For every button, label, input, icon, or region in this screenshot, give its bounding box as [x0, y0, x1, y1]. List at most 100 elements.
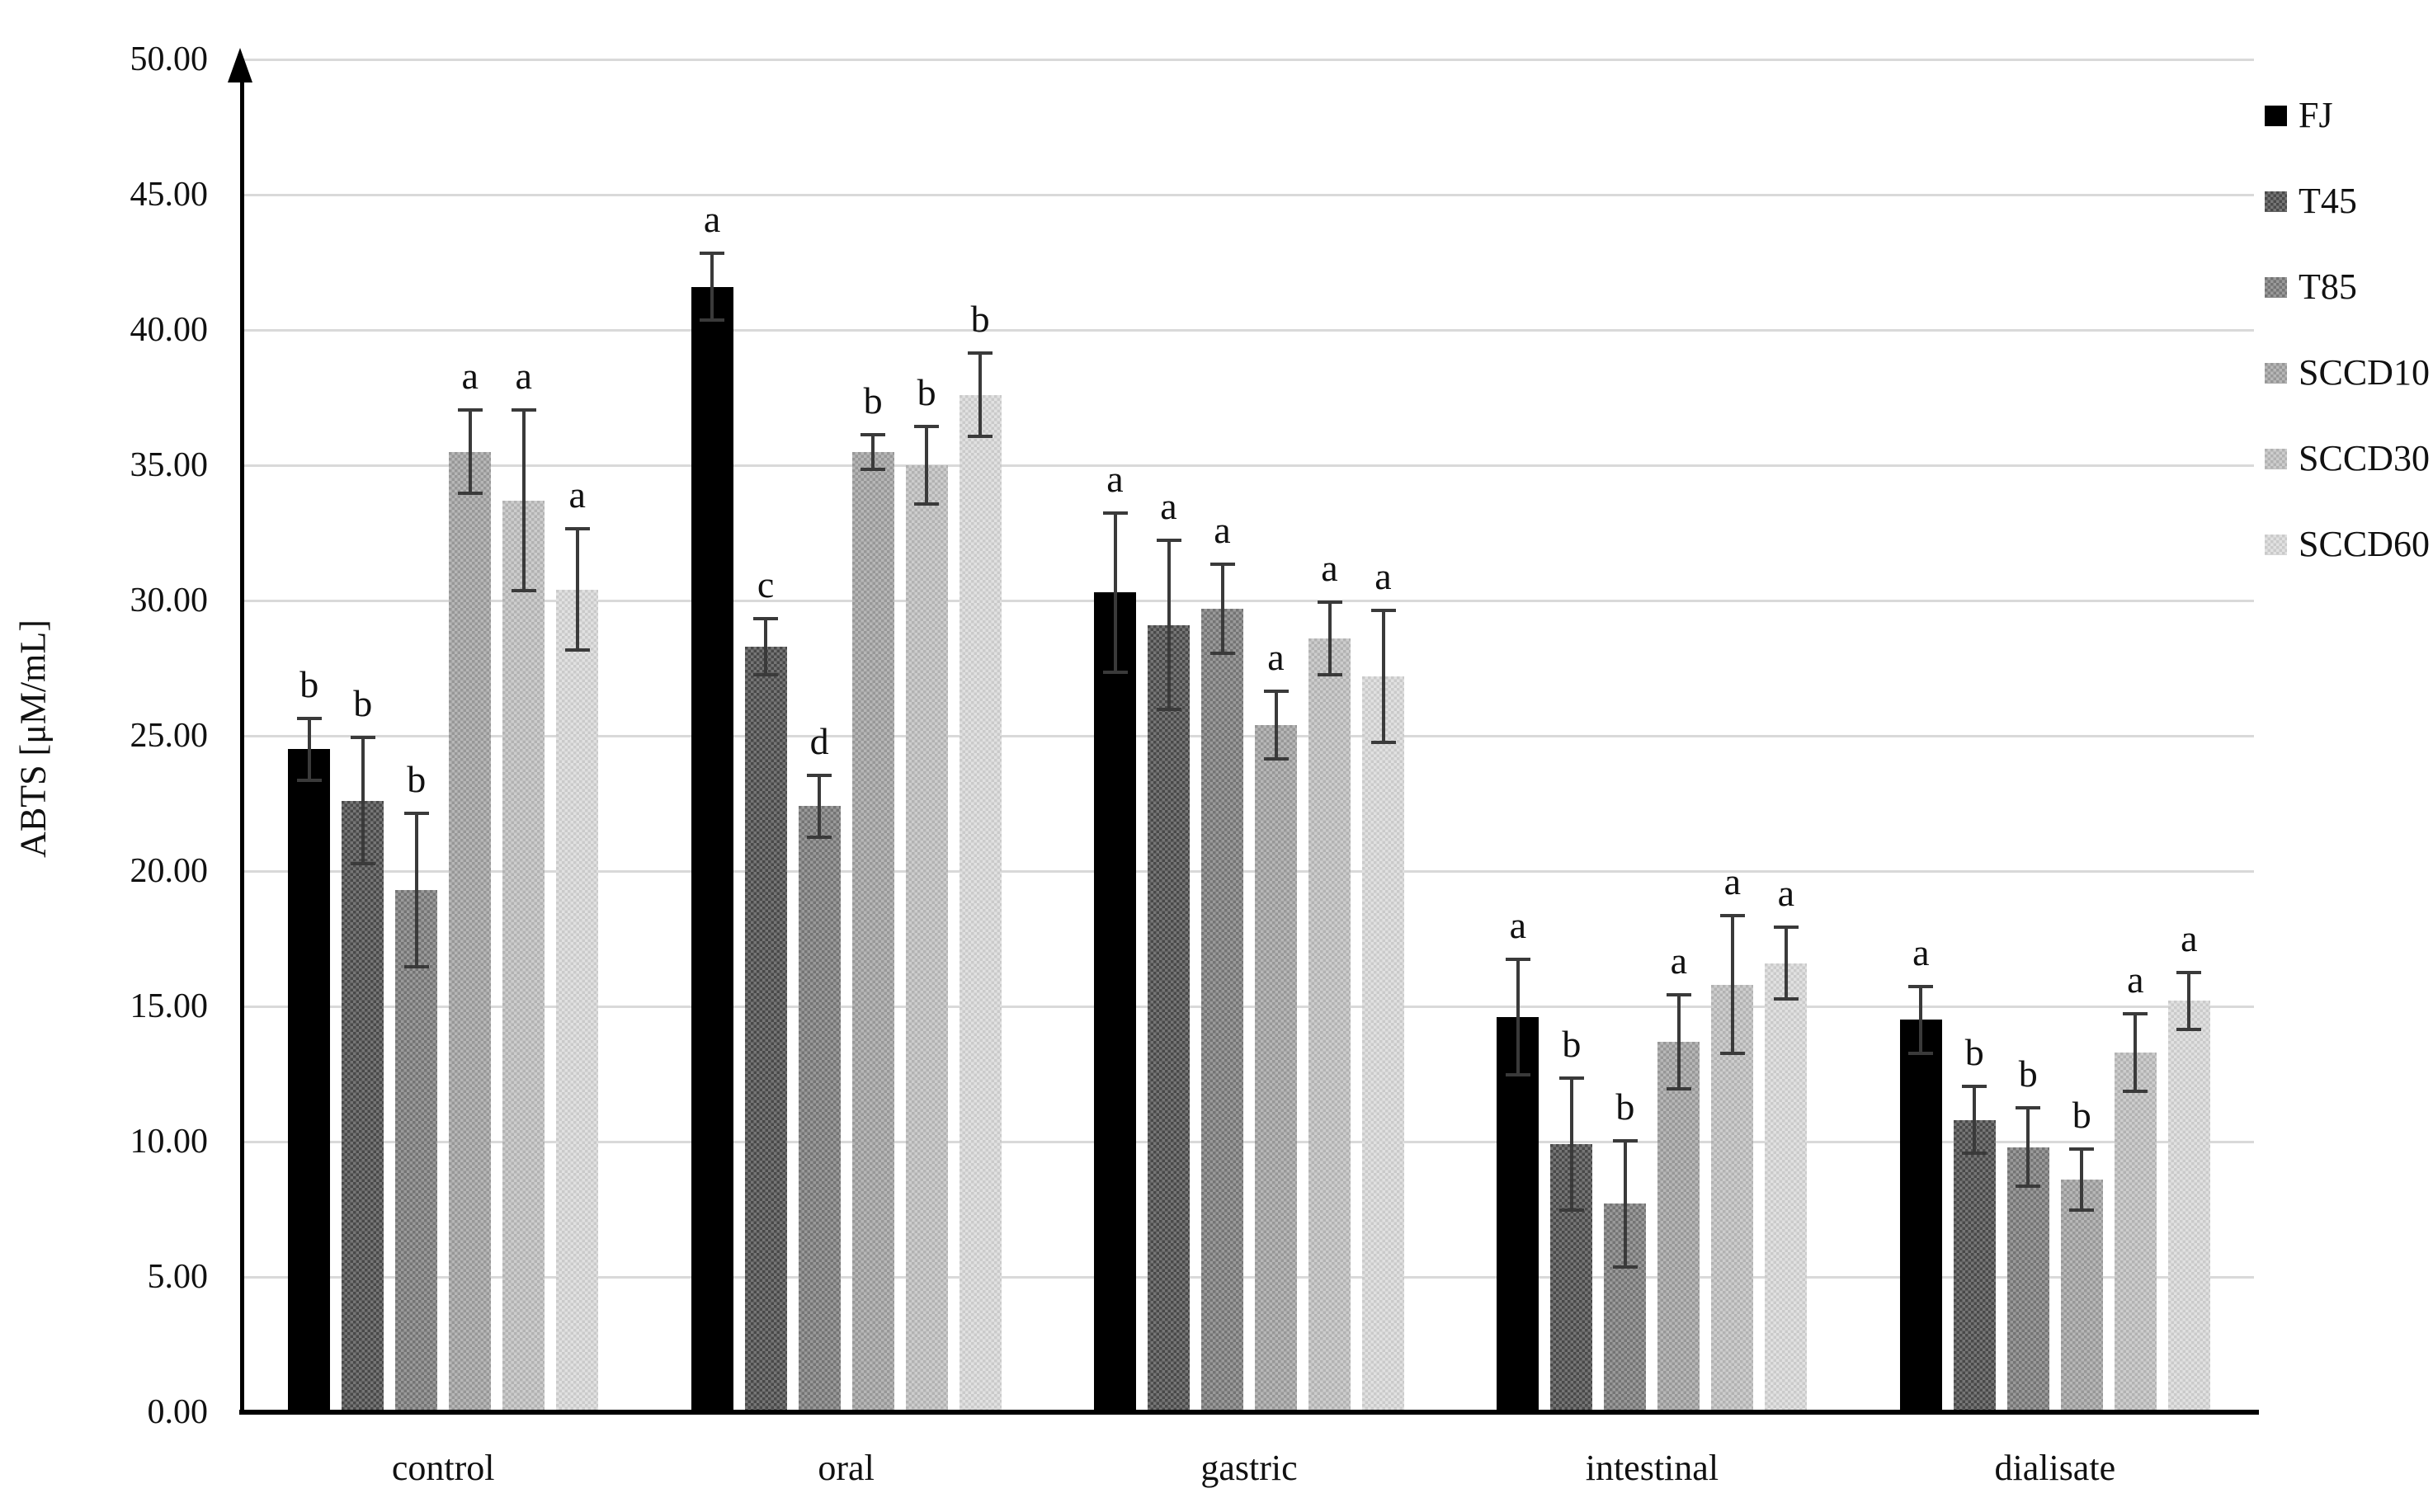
- error-bar: [871, 432, 875, 471]
- significance-letter: a: [703, 197, 721, 240]
- error-bar-cap-top: [1317, 601, 1342, 604]
- legend-label-T85: T85: [2299, 266, 2357, 307]
- error-bar: [1167, 538, 1171, 712]
- error-bar: [1784, 925, 1788, 1001]
- error-bar: [307, 717, 311, 782]
- legend-label-SCCD10: SCCD10: [2299, 352, 2430, 393]
- error-bar-cap-top: [2176, 971, 2202, 975]
- error-bar-cap-bottom: [1908, 1052, 1934, 1056]
- error-bar: [978, 351, 983, 439]
- error-bar-cap-top: [1719, 914, 1745, 918]
- significance-letter: a: [1670, 939, 1688, 982]
- y-tick-label: 25.00: [130, 717, 209, 755]
- error-bar-cap-bottom: [1612, 1265, 1638, 1269]
- significance-letter: a: [1321, 547, 1338, 589]
- error-bar-cap-bottom: [2069, 1208, 2095, 1213]
- bar-SCCD10-gastric: [1255, 724, 1297, 1412]
- legend-label-T45: T45: [2299, 181, 2357, 221]
- error-bar-cap-bottom: [296, 778, 322, 782]
- bar-T85-control: [395, 889, 438, 1412]
- significance-letter: a: [1267, 636, 1285, 679]
- error-bar: [925, 424, 929, 506]
- error-bar: [468, 408, 472, 496]
- error-bar: [1327, 601, 1332, 676]
- significance-letter: a: [2127, 958, 2144, 1001]
- bar-T85-dialisate: [2006, 1147, 2049, 1412]
- gridline: [242, 870, 2254, 873]
- error-bar-cap-top: [1612, 1138, 1638, 1142]
- bar-SCCD30-intestinal: [1711, 984, 1754, 1412]
- error-bar: [2187, 971, 2191, 1031]
- significance-letter: b: [917, 370, 936, 413]
- legend-swatch-T85: [2265, 276, 2287, 298]
- error-bar: [710, 251, 714, 323]
- bar-SCCD60-gastric: [1362, 676, 1404, 1412]
- error-bar-cap-top: [753, 616, 779, 620]
- x-category-label-gastric: gastric: [1200, 1448, 1298, 1488]
- error-bar-cap-bottom: [753, 672, 779, 676]
- bar-T85-oral: [798, 806, 841, 1412]
- error-bar: [1516, 957, 1520, 1077]
- bar-SCCD10-control: [449, 451, 492, 1412]
- significance-letter: a: [461, 355, 479, 398]
- error-bar: [764, 616, 768, 676]
- y-tick-label: 40.00: [130, 311, 209, 349]
- error-bar-cap-top: [1962, 1085, 1987, 1089]
- error-bar-cap-bottom: [1773, 997, 1799, 1001]
- error-bar-cap-bottom: [564, 648, 590, 652]
- significance-letter: a: [1160, 484, 1177, 527]
- error-bar: [1381, 608, 1385, 744]
- bar-T45-oral: [744, 646, 787, 1412]
- significance-letter: a: [2181, 917, 2198, 960]
- significance-letter: a: [1723, 860, 1742, 903]
- bar-SCCD60-intestinal: [1765, 963, 1808, 1412]
- error-bar-cap-top: [861, 432, 886, 436]
- legend-item-T85: T85: [2265, 269, 2357, 305]
- gridline: [242, 464, 2254, 467]
- bar-SCCD60-control: [556, 589, 599, 1412]
- y-tick-label: 10.00: [130, 1123, 209, 1161]
- error-bar-cap-bottom: [1263, 756, 1289, 761]
- error-bar-cap-top: [1773, 925, 1799, 929]
- bar-FJ-oral: [691, 286, 733, 1412]
- error-bar-cap-bottom: [1719, 1052, 1745, 1056]
- legend-label-SCCD60: SCCD60: [2299, 524, 2430, 564]
- bar-FJ-dialisate: [1899, 1020, 1942, 1412]
- y-tick-label: 30.00: [130, 582, 209, 619]
- x-category-label-intestinal: intestinal: [1585, 1448, 1719, 1488]
- error-bar-cap-top: [457, 408, 483, 412]
- significance-letter: a: [1777, 871, 1795, 914]
- error-bar-cap-bottom: [1505, 1073, 1530, 1077]
- legend-item-T45: T45: [2265, 183, 2357, 219]
- error-bar: [1274, 690, 1278, 761]
- error-bar: [1919, 984, 1923, 1056]
- legend-swatch-T45: [2265, 191, 2287, 212]
- error-bar-cap-top: [511, 408, 536, 412]
- error-bar-cap-top: [700, 251, 725, 255]
- y-tick-label: 50.00: [130, 40, 209, 78]
- bar-T45-gastric: [1148, 624, 1190, 1412]
- error-bar-cap-bottom: [700, 318, 725, 323]
- error-bar-cap-bottom: [1558, 1208, 1584, 1213]
- error-bar-cap-top: [296, 717, 322, 721]
- significance-letter: b: [2072, 1093, 2091, 1136]
- significance-letter: a: [1106, 457, 1124, 500]
- legend-label-FJ: FJ: [2299, 95, 2333, 135]
- error-bar-cap-bottom: [968, 435, 993, 439]
- error-bar-cap-bottom: [861, 467, 886, 471]
- legend-item-SCCD60: SCCD60: [2265, 526, 2430, 563]
- significance-letter: b: [1964, 1031, 1984, 1074]
- bar-SCCD60-oral: [959, 394, 1002, 1412]
- error-bar-cap-bottom: [2016, 1184, 2041, 1188]
- y-tick-label: 20.00: [130, 852, 209, 890]
- error-bar-cap-top: [1666, 992, 1691, 996]
- y-tick-label: 35.00: [130, 446, 209, 484]
- error-bar: [1623, 1138, 1627, 1269]
- error-bar-cap-bottom: [1370, 740, 1396, 744]
- bar-SCCD30-dialisate: [2114, 1052, 2157, 1412]
- significance-letter: a: [1374, 554, 1392, 597]
- significance-letter: d: [809, 719, 829, 762]
- legend-item-SCCD30: SCCD30: [2265, 440, 2430, 477]
- error-bar-cap-top: [1908, 984, 1934, 988]
